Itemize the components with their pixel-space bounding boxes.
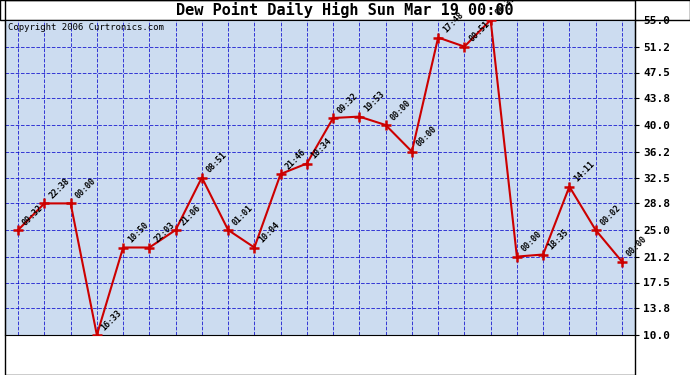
- Text: 14:11: 14:11: [572, 160, 596, 184]
- Text: 03/04: 03/04: [249, 337, 259, 366]
- Text: 03/16: 03/16: [564, 337, 574, 366]
- Text: 09:35: 09:35: [493, 0, 518, 17]
- Text: 10:04: 10:04: [257, 220, 282, 245]
- Text: 03/05: 03/05: [275, 337, 286, 366]
- Text: Dew Point Daily High Sun Mar 19 00:00: Dew Point Daily High Sun Mar 19 00:00: [176, 2, 514, 18]
- Text: 03/12: 03/12: [460, 337, 469, 366]
- Text: 03/09: 03/09: [381, 337, 391, 366]
- Text: 17:48: 17:48: [441, 10, 465, 35]
- Text: 19:53: 19:53: [362, 90, 386, 114]
- Text: 10:50: 10:50: [126, 220, 150, 245]
- FancyBboxPatch shape: [0, 0, 690, 20]
- Text: 03/13: 03/13: [486, 337, 495, 366]
- Text: 02/26: 02/26: [92, 337, 102, 366]
- Text: 01:01: 01:01: [231, 203, 255, 227]
- Text: 03/18: 03/18: [617, 337, 627, 366]
- Text: 00:00: 00:00: [520, 230, 544, 254]
- Text: 09:32: 09:32: [336, 91, 360, 115]
- Text: 03/01: 03/01: [170, 337, 181, 366]
- Text: 03/15: 03/15: [538, 337, 548, 366]
- Text: 02/25: 02/25: [66, 337, 76, 366]
- Text: 02/24: 02/24: [39, 337, 50, 366]
- Text: 22:38: 22:38: [47, 177, 71, 201]
- Text: 00:02: 00:02: [598, 203, 622, 227]
- Text: 08:51: 08:51: [205, 151, 228, 175]
- Text: 00:00: 00:00: [388, 98, 413, 122]
- Text: 03/03: 03/03: [223, 337, 233, 366]
- Text: 03/06: 03/06: [302, 337, 312, 366]
- Text: 03/02: 03/02: [197, 337, 207, 366]
- Text: 10:34: 10:34: [310, 136, 334, 161]
- Text: 16:33: 16:33: [99, 308, 124, 332]
- Text: 03/14: 03/14: [512, 337, 522, 366]
- Text: 21:46: 21:46: [284, 147, 308, 171]
- Text: 03/07: 03/07: [328, 337, 338, 366]
- Text: 22:03: 22:03: [152, 220, 176, 245]
- Text: 02/23: 02/23: [13, 337, 23, 366]
- Text: Copyright 2006 Curtronics.com: Copyright 2006 Curtronics.com: [8, 23, 164, 32]
- Text: 21:06: 21:06: [179, 203, 202, 227]
- Text: 00:00: 00:00: [73, 177, 97, 201]
- Text: 03/10: 03/10: [407, 337, 417, 366]
- Text: 00:00: 00:00: [624, 235, 649, 259]
- Text: 03/08: 03/08: [355, 337, 364, 366]
- Text: 03/11: 03/11: [433, 337, 443, 366]
- Text: 02/27: 02/27: [118, 337, 128, 366]
- Text: 00:00: 00:00: [415, 125, 439, 149]
- Text: 00:51: 00:51: [467, 20, 491, 44]
- Text: 09:32: 09:32: [21, 203, 45, 227]
- Text: 02/28: 02/28: [144, 337, 155, 366]
- Text: 18:35: 18:35: [546, 228, 570, 252]
- Text: 03/17: 03/17: [591, 337, 600, 366]
